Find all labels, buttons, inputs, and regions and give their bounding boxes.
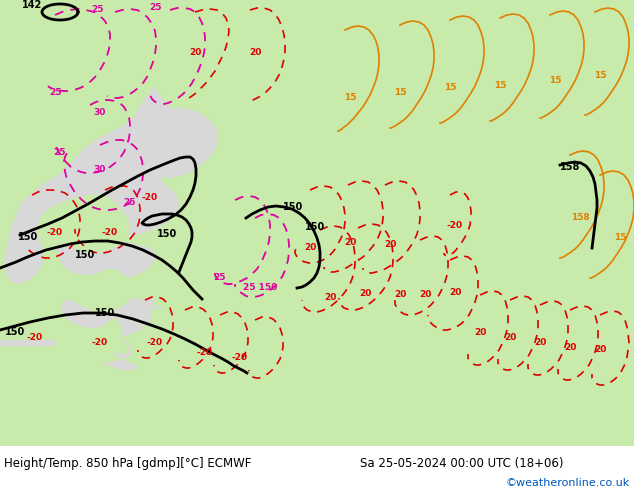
Text: -20: -20: [47, 228, 63, 237]
Text: 142: 142: [22, 0, 42, 10]
Text: 150: 150: [5, 327, 25, 337]
Text: 20: 20: [189, 48, 201, 57]
Text: 20: 20: [359, 289, 371, 298]
Text: 20: 20: [384, 240, 396, 249]
Text: 150: 150: [75, 250, 95, 260]
Text: 20: 20: [249, 48, 261, 57]
Text: 15: 15: [594, 71, 606, 80]
Text: 20: 20: [304, 243, 316, 252]
Polygon shape: [352, 248, 378, 265]
Text: 30: 30: [94, 108, 106, 117]
Polygon shape: [139, 210, 225, 336]
Text: 15: 15: [614, 233, 626, 242]
Text: 158: 158: [560, 162, 580, 172]
Text: 150: 150: [305, 222, 325, 232]
Text: 15: 15: [344, 93, 356, 102]
Text: -20: -20: [27, 333, 43, 342]
Text: -20: -20: [102, 228, 118, 237]
Text: -20: -20: [447, 221, 463, 230]
Text: Height/Temp. 850 hPa [gdmp][°C] ECMWF: Height/Temp. 850 hPa [gdmp][°C] ECMWF: [4, 457, 251, 470]
Text: 15: 15: [549, 76, 561, 85]
Text: 25: 25: [49, 88, 61, 97]
Polygon shape: [0, 0, 634, 446]
Text: -20: -20: [142, 193, 158, 202]
Polygon shape: [0, 0, 230, 364]
Text: 25: 25: [124, 198, 136, 207]
Text: -20: -20: [92, 338, 108, 347]
Text: 25 150: 25 150: [243, 283, 277, 292]
Text: 20: 20: [564, 343, 576, 352]
Text: 20: 20: [474, 328, 486, 337]
Polygon shape: [442, 256, 461, 272]
Text: 20: 20: [394, 290, 406, 299]
Text: ©weatheronline.co.uk: ©weatheronline.co.uk: [506, 478, 630, 489]
Text: -20: -20: [147, 338, 163, 347]
Polygon shape: [310, 237, 338, 255]
Text: 20: 20: [324, 293, 336, 302]
Polygon shape: [326, 195, 393, 238]
Text: -20: -20: [232, 353, 248, 362]
Text: 20: 20: [449, 288, 461, 297]
Text: 150: 150: [283, 202, 303, 212]
Text: 20: 20: [534, 338, 546, 347]
Text: 20: 20: [344, 238, 356, 247]
Text: 25: 25: [54, 148, 66, 157]
Polygon shape: [460, 271, 634, 320]
Text: 15: 15: [444, 83, 456, 92]
Polygon shape: [460, 299, 634, 446]
Text: 150: 150: [157, 229, 178, 239]
Polygon shape: [387, 218, 433, 248]
Text: 20: 20: [504, 333, 516, 342]
Text: 20: 20: [419, 290, 431, 299]
Text: 25: 25: [214, 273, 226, 282]
Text: 30: 30: [94, 165, 106, 174]
Text: 25: 25: [92, 5, 104, 14]
Text: -20: -20: [197, 348, 213, 357]
Text: 20: 20: [594, 345, 606, 354]
Text: 158: 158: [571, 213, 590, 222]
Text: 15: 15: [494, 81, 507, 90]
Text: 15: 15: [394, 88, 406, 97]
Text: Sa 25-05-2024 00:00 UTC (18+06): Sa 25-05-2024 00:00 UTC (18+06): [360, 457, 564, 470]
Text: 25: 25: [149, 3, 161, 12]
Text: 150: 150: [95, 308, 115, 318]
Text: 150: 150: [18, 232, 38, 242]
